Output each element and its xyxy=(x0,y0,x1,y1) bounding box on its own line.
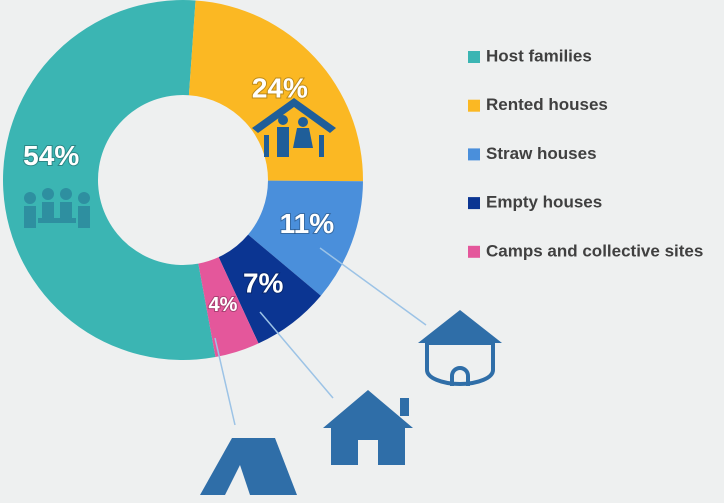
pointer-line xyxy=(214,337,236,426)
legend-swatch xyxy=(468,148,480,161)
value-label: 54% xyxy=(23,140,79,171)
pointer-line xyxy=(319,247,427,326)
donut-slice xyxy=(248,180,363,296)
value-label: 7% xyxy=(243,267,284,298)
legend-swatch xyxy=(468,51,480,63)
tent-icon xyxy=(200,438,297,495)
legend-label: Rented houses xyxy=(486,95,608,114)
people-icon xyxy=(24,188,90,228)
value-label: 24% xyxy=(252,73,308,104)
house-icon xyxy=(323,390,413,465)
legend-swatch xyxy=(468,245,480,258)
pointer-lines xyxy=(214,247,427,426)
donut-slice xyxy=(3,0,216,360)
legend-swatch xyxy=(468,99,480,112)
legend-label: Straw houses xyxy=(486,144,597,163)
icons xyxy=(24,98,502,495)
value-label: 4% xyxy=(208,294,237,316)
legend-label: Camps and collective sites xyxy=(486,241,703,260)
family-icon xyxy=(252,98,336,157)
hut-icon xyxy=(418,310,502,386)
legend-swatch xyxy=(468,197,480,210)
legend-label: Host families xyxy=(486,46,592,65)
donut-slice xyxy=(198,257,259,358)
value-label: 11% xyxy=(280,208,335,239)
legend-label: Empty houses xyxy=(486,193,602,212)
pointer-line xyxy=(259,311,334,399)
donut-slice xyxy=(218,234,321,344)
